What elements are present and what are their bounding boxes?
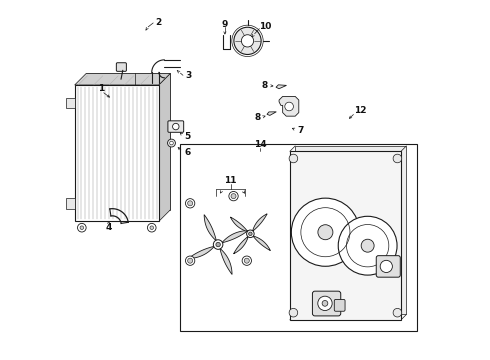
FancyBboxPatch shape <box>376 256 400 277</box>
Polygon shape <box>188 246 215 258</box>
Circle shape <box>77 224 86 232</box>
Text: 12: 12 <box>354 105 367 114</box>
Circle shape <box>242 256 251 265</box>
Circle shape <box>318 225 333 240</box>
Circle shape <box>361 239 374 252</box>
Polygon shape <box>74 73 171 85</box>
Circle shape <box>172 123 179 130</box>
Circle shape <box>245 258 249 263</box>
Polygon shape <box>253 236 270 251</box>
Text: 7: 7 <box>297 126 303 135</box>
FancyBboxPatch shape <box>116 63 126 71</box>
Circle shape <box>147 224 156 232</box>
Bar <box>74 85 159 221</box>
Bar <box>180 144 417 330</box>
Circle shape <box>186 256 195 265</box>
Circle shape <box>393 154 402 163</box>
Polygon shape <box>222 231 248 243</box>
Circle shape <box>216 242 220 247</box>
Circle shape <box>246 230 254 238</box>
FancyBboxPatch shape <box>334 300 345 311</box>
Circle shape <box>292 198 360 266</box>
Polygon shape <box>267 112 276 116</box>
Circle shape <box>80 226 84 229</box>
Polygon shape <box>204 215 217 241</box>
Circle shape <box>234 27 261 54</box>
Text: 10: 10 <box>259 22 271 31</box>
Text: 6: 6 <box>185 148 191 157</box>
Text: 13: 13 <box>321 296 334 305</box>
Polygon shape <box>279 96 299 116</box>
Circle shape <box>213 240 223 249</box>
Circle shape <box>229 192 238 201</box>
FancyBboxPatch shape <box>66 98 74 108</box>
Text: 5: 5 <box>185 132 191 141</box>
Text: 4: 4 <box>105 223 112 232</box>
Polygon shape <box>159 73 171 221</box>
Bar <box>290 151 401 320</box>
Text: 8: 8 <box>262 81 268 90</box>
Text: 3: 3 <box>185 71 192 80</box>
Circle shape <box>322 301 328 306</box>
Circle shape <box>380 260 392 273</box>
Circle shape <box>338 216 397 275</box>
Polygon shape <box>252 214 267 231</box>
Circle shape <box>289 154 298 163</box>
Polygon shape <box>234 236 248 254</box>
Circle shape <box>393 309 402 317</box>
Circle shape <box>150 226 153 229</box>
Text: 8: 8 <box>254 113 260 122</box>
Circle shape <box>168 139 175 147</box>
Circle shape <box>248 232 252 235</box>
Circle shape <box>318 296 332 311</box>
FancyBboxPatch shape <box>313 291 341 316</box>
Bar <box>295 146 406 315</box>
FancyBboxPatch shape <box>66 198 74 209</box>
Circle shape <box>170 141 173 145</box>
Text: 2: 2 <box>155 18 161 27</box>
Polygon shape <box>276 85 287 89</box>
Text: 11: 11 <box>224 176 237 185</box>
Circle shape <box>186 199 195 208</box>
Circle shape <box>188 258 193 263</box>
Text: 1: 1 <box>98 84 105 93</box>
Text: 9: 9 <box>222 19 228 28</box>
Polygon shape <box>220 248 232 274</box>
Polygon shape <box>230 217 248 232</box>
Circle shape <box>188 201 193 206</box>
Polygon shape <box>86 73 171 210</box>
Circle shape <box>289 309 298 317</box>
Text: 14: 14 <box>254 140 267 149</box>
Circle shape <box>242 35 254 47</box>
FancyBboxPatch shape <box>168 121 184 132</box>
Circle shape <box>231 194 236 199</box>
Circle shape <box>285 102 294 111</box>
